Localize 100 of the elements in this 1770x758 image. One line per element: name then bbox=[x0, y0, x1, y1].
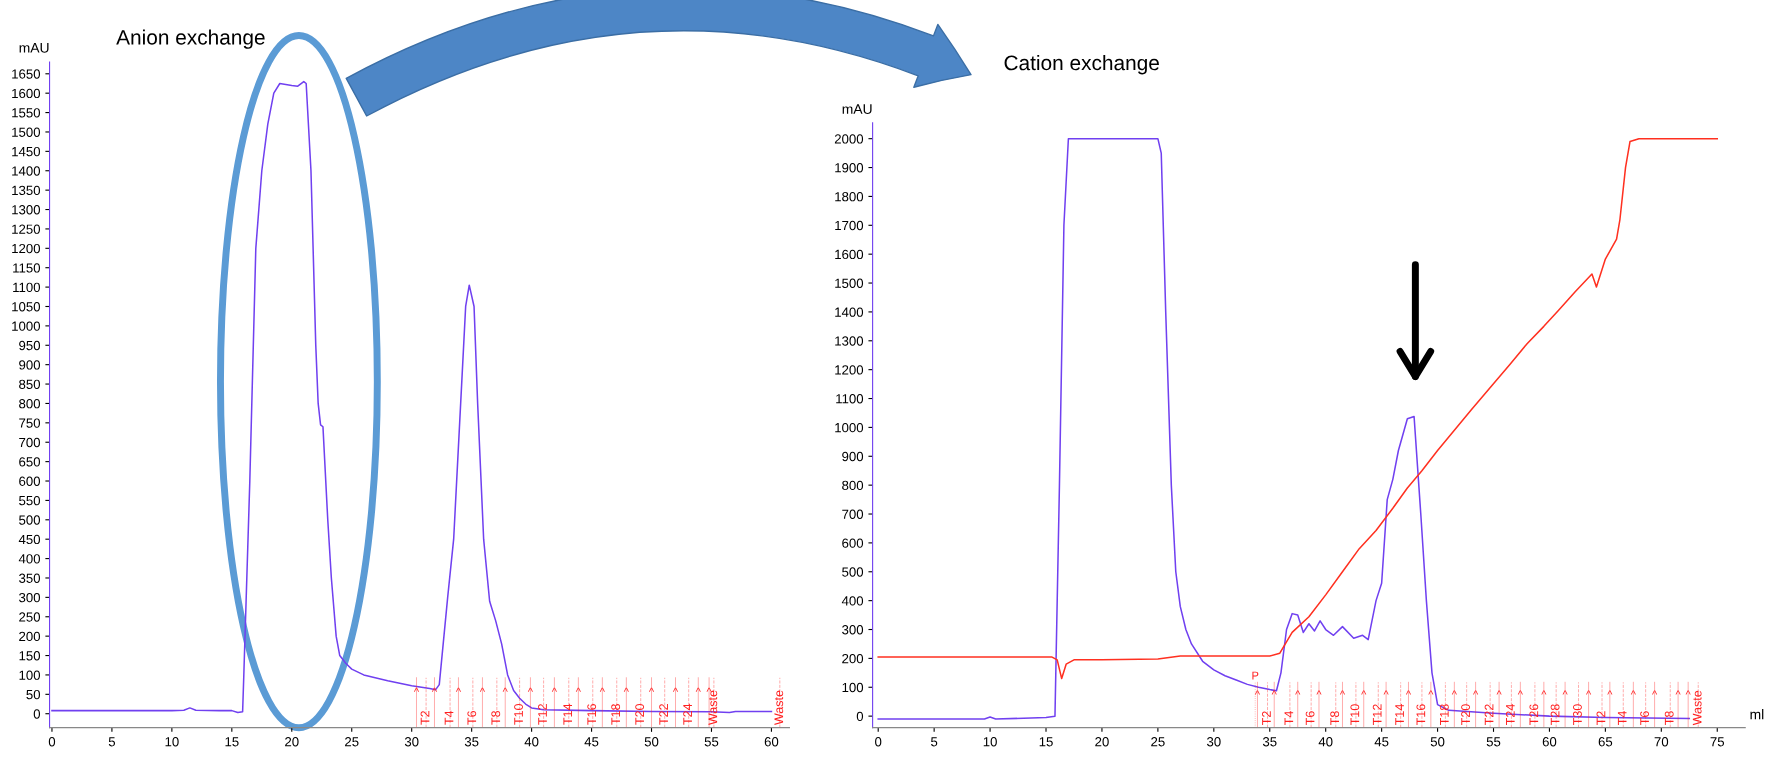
y-tick-label: 1450 bbox=[12, 146, 41, 157]
y-tick-label: 1650 bbox=[12, 69, 41, 79]
y-tick-label: 700 bbox=[19, 437, 41, 448]
x-tick-label: 25 bbox=[1151, 737, 1165, 747]
y-tick-label: 1050 bbox=[12, 302, 41, 312]
y-tick-label: 1550 bbox=[12, 108, 41, 118]
x-tick-label: 60 bbox=[764, 737, 779, 747]
ref-line-label: T8 bbox=[491, 710, 501, 725]
ref-line-label: T4 bbox=[1617, 711, 1627, 725]
ref-line-label: ^ bbox=[575, 687, 581, 692]
y-tick-label: 400 bbox=[18, 554, 41, 564]
ref-line-label: T10 bbox=[1350, 704, 1360, 725]
y-tick-label: 1800 bbox=[835, 191, 864, 202]
ref-line-label: ^ bbox=[1652, 690, 1658, 695]
x-tick-label: 40 bbox=[1318, 737, 1333, 747]
x-axis-title: ml bbox=[1750, 709, 1764, 720]
ref-line-label: T4 bbox=[1284, 711, 1294, 725]
y-tick-label: 1100 bbox=[13, 282, 41, 293]
y-tick-label: 350 bbox=[19, 573, 41, 583]
x-tick-label: 35 bbox=[1262, 737, 1277, 747]
ref-line-label: ^ bbox=[695, 687, 701, 692]
y-tick-label: 850 bbox=[19, 379, 41, 389]
y-tick-label: 450 bbox=[18, 534, 41, 545]
y-tick-label: 1000 bbox=[12, 321, 41, 331]
y-tick-label: 100 bbox=[19, 670, 41, 680]
ref-line-label: T8 bbox=[1664, 711, 1674, 725]
ref-line-label: T14 bbox=[563, 703, 573, 725]
x-tick-label: 25 bbox=[345, 737, 359, 747]
ref-line-label: T22 bbox=[659, 704, 668, 725]
ref-line-label: ^ bbox=[502, 687, 508, 692]
ref-line-label: T22 bbox=[1484, 704, 1494, 725]
ref-line-label: ^ bbox=[1295, 690, 1301, 695]
ref-line-label: T6 bbox=[1305, 711, 1315, 725]
y-tick-label: 0 bbox=[856, 711, 864, 722]
ref-line-label: T6 bbox=[467, 710, 477, 725]
y-tick-label: 1300 bbox=[12, 205, 41, 215]
ref-line-label: T12 bbox=[538, 704, 547, 725]
y-tick-label: 400 bbox=[841, 596, 864, 606]
ref-line-label: ^ bbox=[1496, 690, 1502, 695]
ref-line-label: T18 bbox=[1439, 704, 1449, 725]
y-tick-label: 800 bbox=[19, 399, 41, 409]
ref-line-label: T2 bbox=[420, 711, 430, 725]
ref-line-label: ^ bbox=[1428, 690, 1434, 695]
ref-line-label: ^ bbox=[599, 687, 605, 692]
ref-line-label: T10 bbox=[514, 703, 523, 725]
y-tick-label: 650 bbox=[19, 457, 41, 467]
y-tick-label: 1250 bbox=[12, 224, 41, 234]
y-tick-label: 750 bbox=[19, 418, 41, 428]
x-tick-label: 35 bbox=[464, 737, 479, 747]
ref-line-label: T12 bbox=[1372, 704, 1382, 725]
y-tick-label: 300 bbox=[19, 592, 41, 603]
ref-line-label: ^ bbox=[1316, 690, 1322, 695]
chart-title: Cation exchange bbox=[1004, 54, 1159, 75]
x-tick-label: 0 bbox=[48, 737, 56, 747]
ref-line-label: T20 bbox=[1461, 704, 1471, 725]
y-tick-label: 950 bbox=[19, 340, 41, 351]
y-tick-label: 1400 bbox=[835, 307, 864, 317]
y-tick-label: 1200 bbox=[835, 365, 864, 375]
ref-line-label: T14 bbox=[1395, 704, 1404, 725]
x-tick-label: 45 bbox=[1374, 737, 1389, 747]
ref-line-label: T8 bbox=[1330, 711, 1340, 725]
ref-line-label: ^ bbox=[1517, 690, 1523, 695]
x-tick-label: 30 bbox=[404, 737, 419, 747]
ref-line-label: T24 bbox=[1505, 704, 1515, 725]
y-tick-label: 500 bbox=[19, 515, 41, 525]
chart-title: Anion exchange bbox=[116, 29, 265, 49]
y-tick-label: 1200 bbox=[12, 243, 41, 254]
x-tick-label: 75 bbox=[1710, 737, 1725, 747]
x-tick-label: 5 bbox=[108, 737, 116, 747]
y-tick-label: 2000 bbox=[834, 134, 864, 144]
x-tick-label: 15 bbox=[1039, 737, 1053, 747]
ref-line-label: Waste bbox=[708, 690, 718, 725]
y-axis-title: mAU bbox=[842, 104, 872, 114]
y-tick-label: 200 bbox=[19, 631, 41, 642]
ref-line-label: ^ bbox=[1405, 690, 1412, 695]
y-tick-label: 1300 bbox=[835, 336, 864, 346]
y-tick-label: 800 bbox=[842, 480, 864, 491]
x-tick-label: 10 bbox=[165, 737, 179, 747]
y-tick-label: 900 bbox=[19, 360, 41, 370]
ref-line-label: ^ bbox=[623, 687, 629, 692]
ref-line-label: ^ bbox=[1685, 690, 1691, 695]
ref-line-label: T2 bbox=[1596, 711, 1606, 725]
ref-line-label: ^ bbox=[1339, 690, 1346, 695]
y-tick-label: 200 bbox=[842, 653, 864, 664]
x-tick-label: 20 bbox=[285, 737, 299, 747]
y-tick-label: 700 bbox=[842, 509, 864, 519]
x-tick-label: 70 bbox=[1654, 737, 1669, 747]
ref-line-label: T30 bbox=[1573, 704, 1582, 725]
ref-line-label: ^ bbox=[527, 687, 533, 692]
ref-line-label: T4 bbox=[444, 710, 454, 725]
ref-line-label: Waste bbox=[774, 690, 784, 725]
y-tick-label: 250 bbox=[19, 612, 41, 622]
y-tick-label: 1900 bbox=[835, 163, 864, 173]
y-tick-label: 900 bbox=[842, 451, 864, 462]
x-tick-label: 65 bbox=[1598, 737, 1613, 747]
x-tick-label: 50 bbox=[1430, 737, 1445, 747]
y-tick-label: 1500 bbox=[835, 278, 864, 288]
x-tick-label: 45 bbox=[584, 737, 599, 747]
ref-line-label: ^ bbox=[1271, 690, 1277, 695]
y-tick-label: 0 bbox=[33, 709, 41, 719]
